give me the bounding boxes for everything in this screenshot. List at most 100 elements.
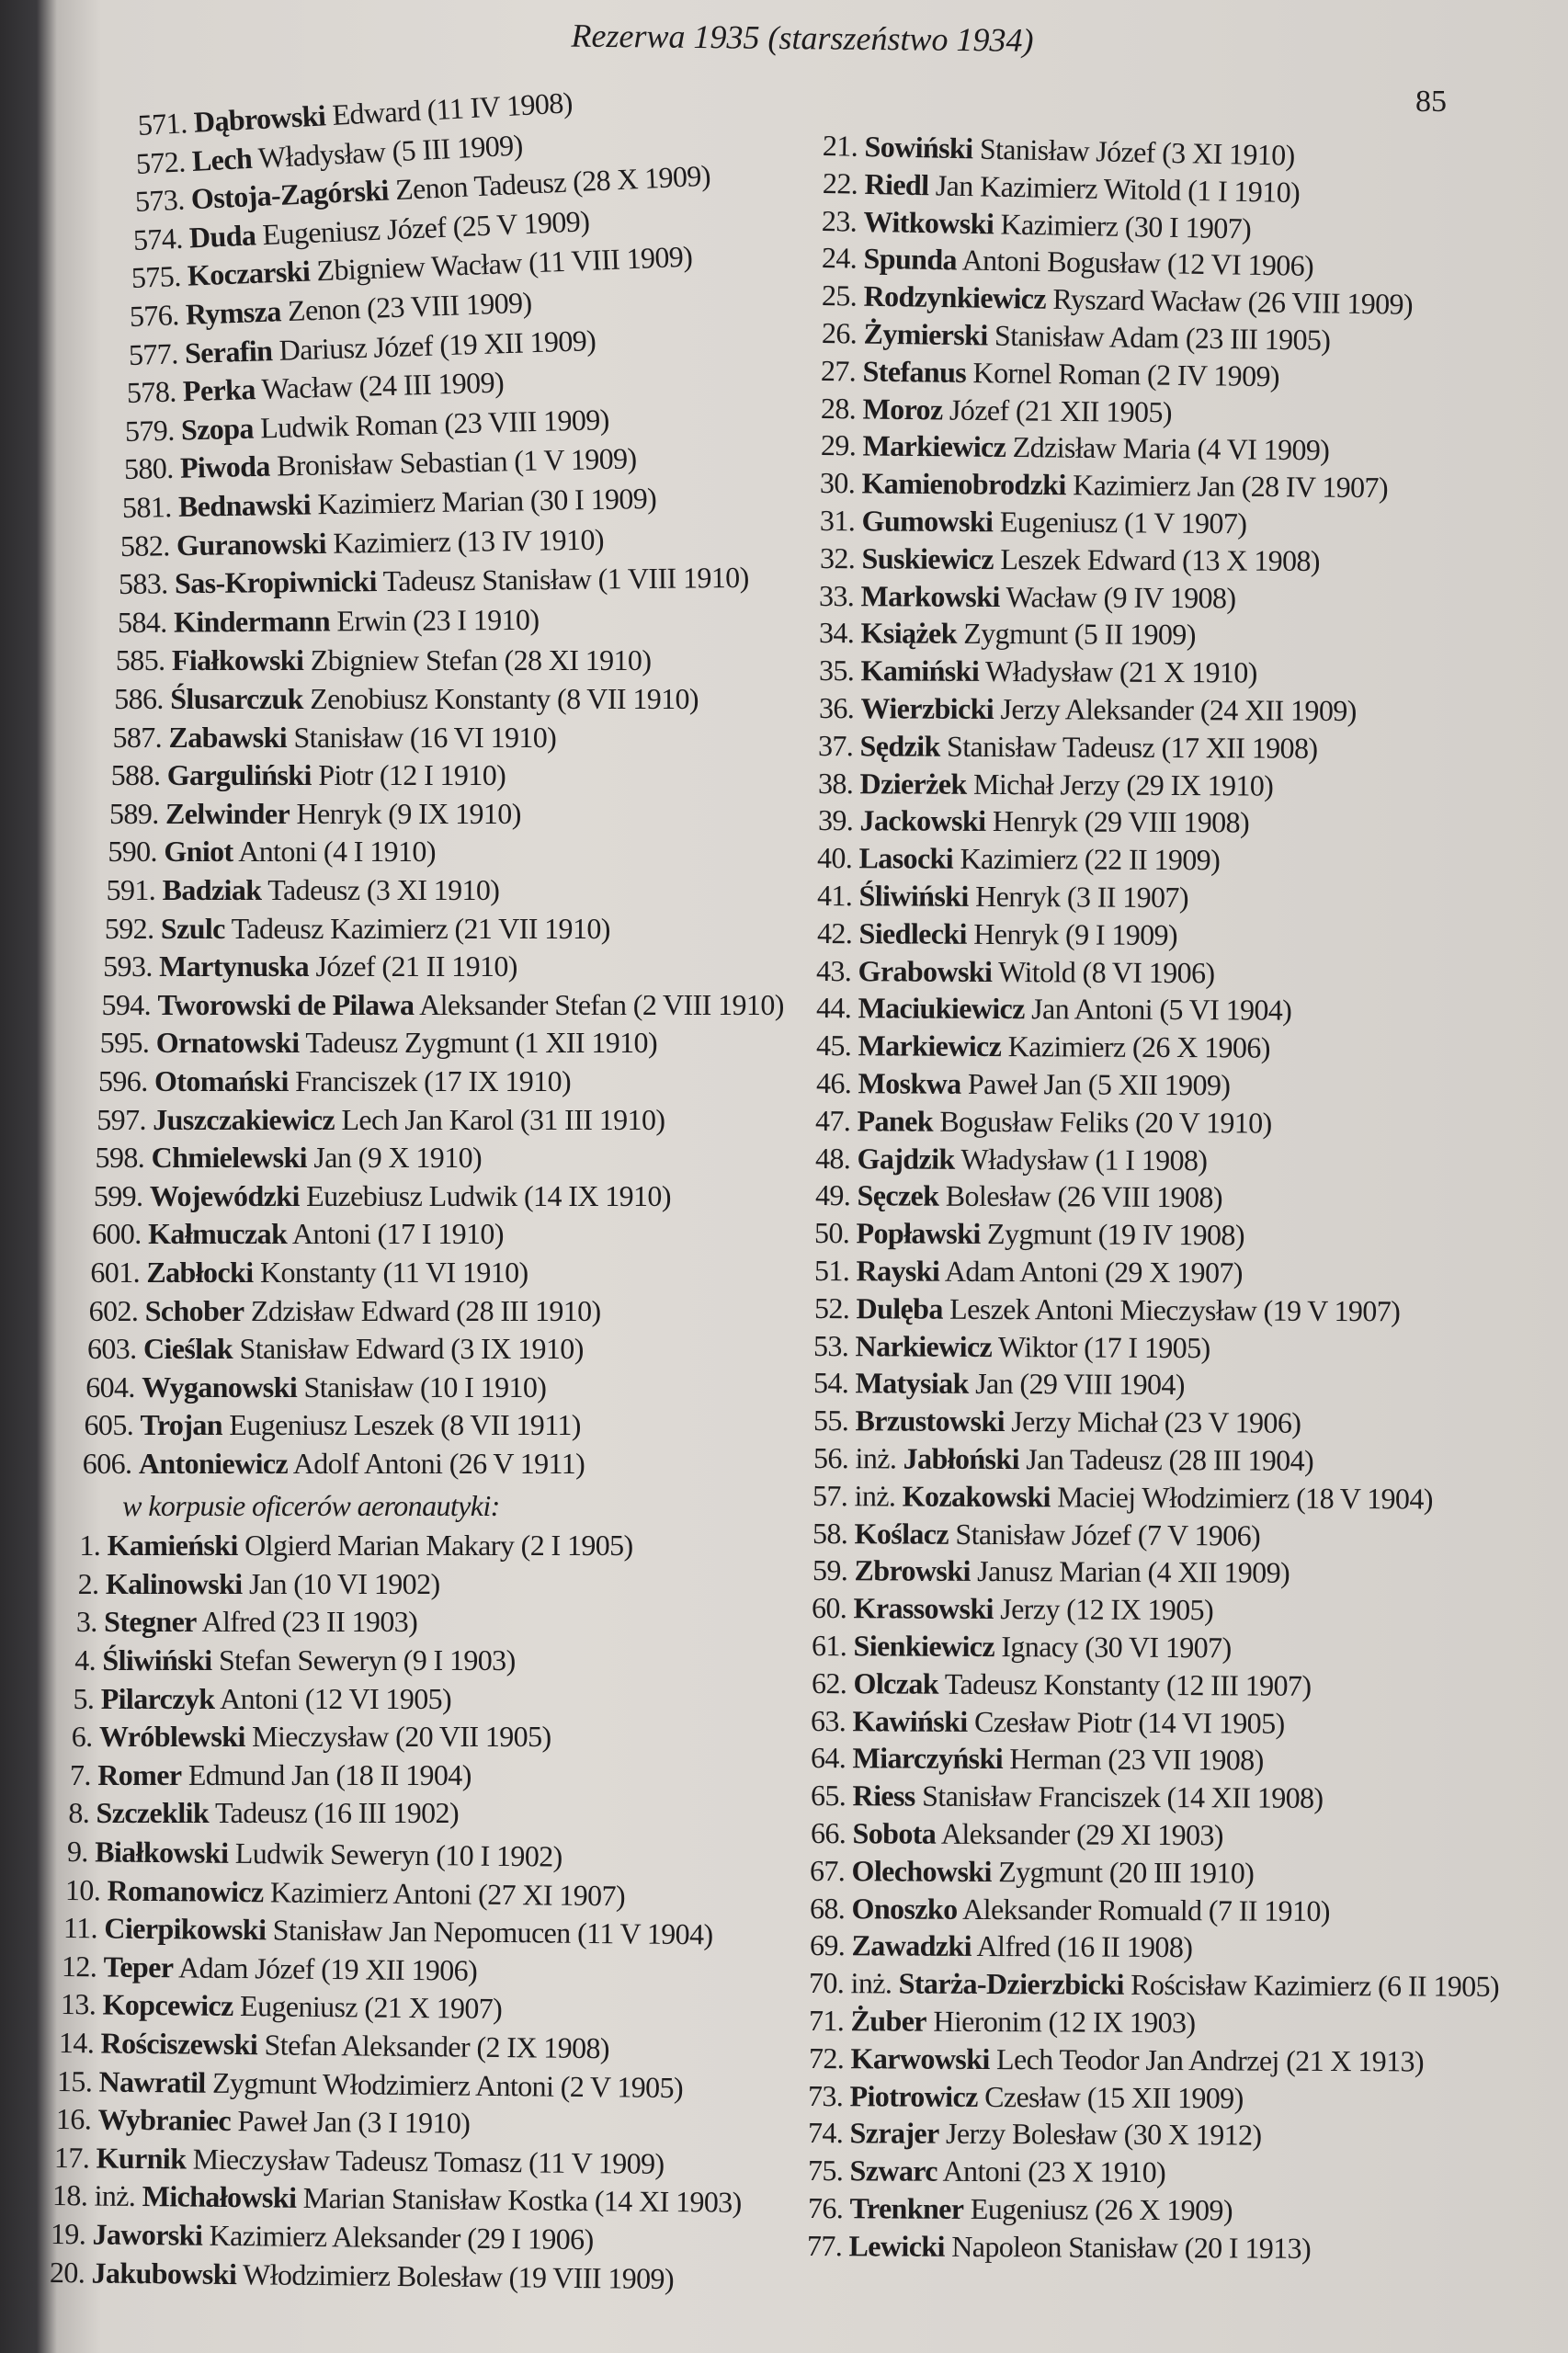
- entry-surname: Wyganowski: [142, 1370, 298, 1404]
- entry-details: Marian Stanisław Kostka (14 XI 1903): [302, 2181, 743, 2220]
- entry-details: Zenobiusz Konstanty (8 VII 1910): [310, 682, 699, 715]
- entry-number: 573.: [133, 182, 185, 219]
- list-entry: 72. Karwowski Lech Teodor Jan Andrzej (2…: [809, 2041, 1424, 2079]
- entry-surname: Siedlecki: [858, 916, 967, 950]
- list-entry: 12. Teper Adam Józef (19 XII 1906): [62, 1949, 477, 1988]
- entry-number: 40.: [817, 841, 853, 875]
- entry-number: 39.: [817, 803, 853, 837]
- entry-number: 5.: [73, 1681, 95, 1715]
- entry-surname: Jakubowski: [91, 2256, 237, 2290]
- entry-surname: Piotrowicz: [849, 2078, 979, 2113]
- entry-surname: Koślacz: [854, 1516, 949, 1551]
- entry-number: 593.: [103, 949, 153, 983]
- entry-details: Janusz Marian (4 XII 1909): [976, 1554, 1290, 1590]
- entry-surname: Olczak: [853, 1666, 938, 1700]
- entry-number: 74.: [808, 2116, 844, 2150]
- entry-surname: Michałowski: [142, 2179, 297, 2215]
- entry-details: Kazimierz Aleksander (29 I 1906): [209, 2218, 595, 2256]
- entry-surname: Szwarc: [849, 2154, 937, 2188]
- entry-number: 597.: [97, 1102, 146, 1136]
- list-entry: 603. Cieślak Stanisław Edward (3 IX 1910…: [87, 1332, 584, 1366]
- entry-surname: Otomański: [154, 1064, 289, 1097]
- entry-number: 582.: [119, 528, 170, 563]
- list-entry: 41. Śliwiński Henryk (3 II 1907): [817, 879, 1188, 915]
- entry-surname: Wróblewski: [98, 1720, 245, 1754]
- entry-surname: Moroz: [862, 392, 943, 426]
- entry-surname: Teper: [103, 1949, 175, 1984]
- list-entry: 62. Olczak Tadeusz Konstanty (12 III 190…: [812, 1666, 1312, 1703]
- list-entry: 594. Tworowski de Pilawa Aleksander Stef…: [101, 987, 784, 1022]
- list-entry: 15. Nawratil Zygmunt Włodzimierz Antoni …: [57, 2064, 683, 2105]
- entry-number: 57.: [812, 1478, 848, 1512]
- entry-details: Konstanty (11 VI 1910): [259, 1256, 528, 1289]
- entry-number: 64.: [811, 1741, 846, 1775]
- list-entry: 68. Onoszko Aleksander Romuald (7 II 191…: [810, 1892, 1330, 1928]
- list-entry: 602. Schober Zdzisław Edward (28 III 191…: [89, 1294, 602, 1328]
- entry-number: 45.: [815, 1029, 852, 1063]
- entry-number: 598.: [95, 1141, 145, 1175]
- entry-surname: Garguliński: [166, 758, 312, 792]
- entry-surname: Ślusarczuk: [170, 682, 303, 715]
- entry-details: Herman (23 VII 1908): [1009, 1742, 1264, 1777]
- entry-number: 571.: [137, 106, 188, 142]
- entry-surname: Badziak: [162, 873, 262, 906]
- list-entry: 40. Lasocki Kazimierz (22 II 1909): [817, 841, 1220, 877]
- entry-surname: Rodzynkiewicz: [863, 278, 1047, 315]
- entry-details: Jerzy Aleksander (24 XII 1909): [999, 692, 1357, 728]
- entry-details: Jerzy Michał (23 V 1906): [1011, 1404, 1301, 1439]
- entry-surname: Gumowski: [861, 504, 994, 539]
- entry-number: 596.: [98, 1064, 148, 1097]
- entry-number: 29.: [820, 428, 856, 462]
- entry-surname: Szulc: [160, 911, 226, 945]
- entry-number: 603.: [86, 1332, 137, 1366]
- entry-details: Kornel Roman (2 IV 1909): [972, 355, 1280, 393]
- entry-surname: Spunda: [863, 242, 958, 277]
- entry-number: 42.: [816, 915, 852, 949]
- list-entry: 22. Riedl Jan Kazimierz Witold (1 I 1910…: [822, 166, 1300, 210]
- entry-details: Henryk (9 IX 1910): [296, 796, 522, 830]
- entry-surname: Miarczyński: [852, 1741, 1004, 1776]
- entry-surname: Olechowski: [851, 1854, 993, 1888]
- entry-number: 50.: [814, 1216, 850, 1250]
- entry-surname: Serafin: [184, 333, 273, 369]
- entry-number: 575.: [131, 259, 182, 295]
- list-entry: 5. Pilarczyk Antoni (12 VI 1905): [73, 1682, 451, 1716]
- entry-details: Czesław (15 XII 1909): [984, 2079, 1244, 2115]
- entry-details: Jan (10 VI 1902): [248, 1566, 440, 1600]
- entry-details: Alfred (16 II 1908): [976, 1929, 1193, 1964]
- entry-surname: Ornatowski: [155, 1026, 300, 1060]
- list-entry: 596. Otomański Franciszek (17 IX 1910): [98, 1064, 572, 1098]
- entry-details: Edward (11 IV 1908): [331, 85, 574, 131]
- list-entry: 14. Rościszewski Stefan Aleksander (2 IX…: [59, 2026, 609, 2065]
- entry-number: 43.: [816, 953, 852, 987]
- entry-details: Dariusz Józef (19 XII 1909): [278, 323, 597, 367]
- entry-surname: Matysiak: [855, 1366, 970, 1401]
- entry-number: 600.: [92, 1217, 142, 1251]
- list-entry: 595. Ornatowski Tadeusz Zygmunt (1 XII 1…: [100, 1026, 658, 1060]
- entry-details: Eugeniusz (26 X 1909): [970, 2191, 1233, 2227]
- entry-details: Franciszek (17 IX 1910): [295, 1064, 572, 1097]
- entry-details: Stanisław Józef (3 XI 1910): [979, 131, 1296, 172]
- entry-details: Tadeusz (3 XI 1910): [267, 873, 500, 906]
- entry-number: 30.: [820, 466, 856, 500]
- entry-number: 3.: [75, 1605, 97, 1639]
- entry-details: Jerzy (12 IX 1905): [1000, 1592, 1214, 1627]
- entry-details: Alfred (23 II 1903): [201, 1605, 418, 1639]
- entry-surname: Starża-Dzierzbicki: [898, 1966, 1125, 2001]
- entry-number: 591.: [106, 873, 156, 906]
- entry-surname: Tworowski de Pilawa: [157, 987, 415, 1021]
- entry-details: Edmund Jan (18 II 1904): [187, 1757, 472, 1791]
- entry-number: 56.: [812, 1441, 848, 1475]
- entry-number: 77.: [807, 2228, 843, 2262]
- list-entry: 23. Witkowski Kazimierz (30 I 1907): [822, 204, 1252, 245]
- entry-surname: Perka: [182, 372, 256, 408]
- entry-details: Jan Antoni (5 VI 1904): [1031, 992, 1292, 1028]
- list-entry: 2. Kalinowski Jan (10 VI 1902): [78, 1566, 441, 1601]
- entry-surname: Narkiewicz: [855, 1328, 993, 1363]
- list-entry: 43. Grabowski Witold (8 VI 1906): [816, 954, 1215, 990]
- list-entry: 34. Książek Zygmunt (5 II 1909): [819, 616, 1196, 652]
- entry-surname: Białkowski: [94, 1835, 229, 1870]
- entry-details: Kazimierz (26 X 1906): [1007, 1029, 1270, 1064]
- entry-surname: Markiewicz: [862, 428, 1006, 464]
- entry-details: Euzebiusz Ludwik (14 IX 1910): [306, 1178, 671, 1212]
